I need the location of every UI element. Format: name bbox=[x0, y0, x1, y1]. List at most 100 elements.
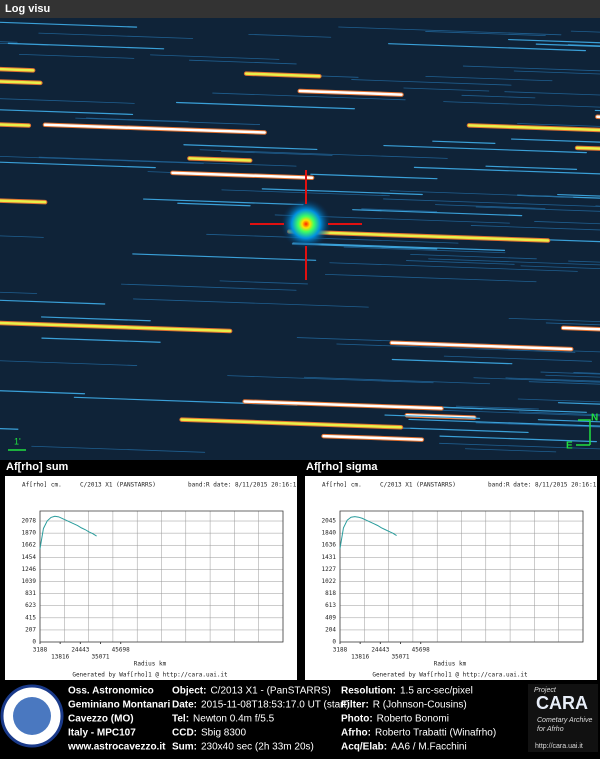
streak bbox=[439, 442, 600, 450]
scale-label: 1' bbox=[14, 436, 21, 446]
streak bbox=[384, 414, 481, 419]
streak bbox=[18, 53, 135, 59]
logo-line1: Cometary Archive bbox=[537, 717, 592, 724]
plot-frame bbox=[339, 510, 584, 643]
streak bbox=[175, 101, 355, 110]
streak bbox=[188, 157, 252, 162]
info-label: Date: bbox=[172, 700, 197, 711]
logo-url: http://cara.uai.it bbox=[535, 743, 583, 750]
streak bbox=[227, 375, 434, 384]
east-label: E bbox=[566, 441, 573, 452]
info-value: Sbig 8300 bbox=[201, 728, 246, 739]
streaks bbox=[0, 21, 600, 453]
streak bbox=[391, 358, 513, 365]
info-label: Afrho: bbox=[341, 728, 371, 739]
observatory-line: www.astrocavezzo.it bbox=[67, 742, 166, 753]
logo-project: Project bbox=[534, 687, 557, 694]
observatory-line: Geminiano Montanari bbox=[68, 700, 170, 711]
streak bbox=[528, 381, 600, 385]
chart-footer: Generated by Waf[rho]1 @ http://cara.uai… bbox=[372, 672, 528, 679]
streak bbox=[150, 54, 280, 60]
comet bbox=[280, 198, 332, 250]
streak bbox=[0, 321, 232, 333]
streak bbox=[410, 253, 537, 260]
streak bbox=[388, 43, 587, 52]
streak bbox=[383, 144, 587, 154]
streak bbox=[540, 371, 600, 375]
streak bbox=[557, 193, 600, 197]
streak bbox=[338, 26, 562, 36]
streak bbox=[408, 418, 600, 427]
streak bbox=[0, 199, 47, 204]
streak bbox=[470, 225, 600, 231]
streak bbox=[40, 316, 151, 322]
streak bbox=[0, 155, 204, 164]
y-tick-label: 818 bbox=[325, 590, 336, 597]
chart-footer: Generated by Waf[rho]1 @ http://cara.uai… bbox=[72, 672, 228, 679]
streak bbox=[0, 109, 134, 116]
streak bbox=[41, 337, 161, 343]
afrho-curve bbox=[339, 516, 397, 549]
streak bbox=[390, 341, 573, 351]
streak bbox=[504, 91, 600, 96]
streak bbox=[244, 72, 321, 78]
streak bbox=[212, 92, 406, 101]
streak bbox=[7, 42, 165, 50]
logo-line2: for Afrho bbox=[537, 726, 564, 733]
streak bbox=[520, 265, 600, 270]
streak bbox=[389, 190, 574, 198]
streak bbox=[303, 376, 491, 385]
streak bbox=[508, 318, 600, 322]
info-label: Acq/Elab: bbox=[341, 742, 387, 753]
streak bbox=[0, 98, 135, 104]
streak bbox=[405, 260, 515, 265]
y-tick-label: 409 bbox=[325, 614, 336, 621]
streak bbox=[85, 117, 189, 122]
y-tick-label: 1870 bbox=[22, 530, 37, 537]
streak bbox=[298, 89, 403, 96]
streak bbox=[0, 123, 31, 127]
y-tick-label: 1431 bbox=[322, 554, 337, 561]
streak bbox=[475, 422, 600, 428]
streak bbox=[413, 166, 600, 175]
streak bbox=[31, 445, 206, 453]
streak bbox=[0, 41, 18, 43]
header-bar bbox=[0, 0, 600, 18]
streak bbox=[505, 377, 600, 382]
streak bbox=[432, 140, 496, 144]
streak bbox=[545, 374, 600, 378]
streak bbox=[508, 38, 600, 44]
streak bbox=[143, 198, 304, 206]
x-tick-label: 24443 bbox=[71, 647, 89, 654]
streak bbox=[322, 434, 424, 441]
header-title: Log visu bbox=[5, 3, 50, 15]
streak bbox=[177, 202, 251, 207]
streak bbox=[439, 435, 597, 443]
y-tick-label: 1662 bbox=[22, 542, 37, 549]
streak bbox=[132, 253, 317, 261]
streak bbox=[183, 144, 318, 151]
chart-object: C/2013 X1 (PANSTARRS) bbox=[80, 482, 156, 489]
info-value: Roberto Bonomi bbox=[377, 714, 449, 725]
info-value: 2015-11-08T18:53:17.0 UT (start) bbox=[201, 700, 350, 711]
y-tick-label: 831 bbox=[25, 590, 36, 597]
y-tick-label: 1039 bbox=[22, 578, 37, 585]
y-tick-label: 0 bbox=[32, 639, 36, 646]
streak bbox=[0, 291, 38, 294]
y-tick-label: 1246 bbox=[22, 566, 37, 573]
logo-name: CARA bbox=[536, 693, 588, 713]
info-label: Tel: bbox=[172, 714, 189, 725]
logo-box bbox=[528, 684, 598, 752]
charts: Af[rho] sum Af[rho] cm. C/2013 X1 (PANSTAR… bbox=[5, 461, 597, 680]
info-value: R (Johnson-Cousins) bbox=[373, 700, 467, 711]
streak bbox=[351, 79, 512, 86]
streak bbox=[435, 204, 546, 209]
streak bbox=[288, 230, 550, 242]
info-value: 1.5 arc-sec/pixel bbox=[400, 686, 473, 697]
compass bbox=[576, 419, 591, 446]
info-value: AA6 / M.Facchini bbox=[391, 742, 467, 753]
streak bbox=[221, 151, 333, 156]
x-tick-label: 3188 bbox=[33, 647, 48, 654]
streak bbox=[467, 124, 600, 132]
